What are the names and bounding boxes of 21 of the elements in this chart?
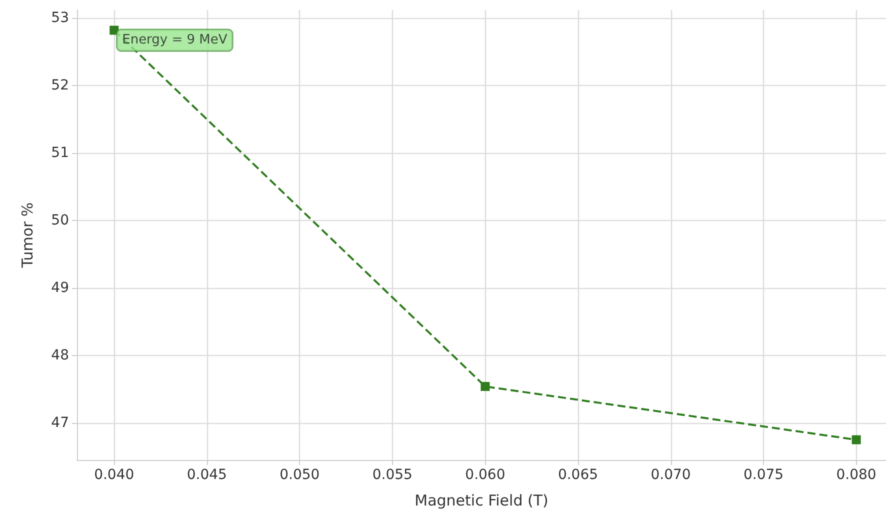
y-tick-label: 49 (51, 280, 69, 296)
x-tick-label: 0.080 (836, 467, 876, 483)
y-axis-title: Tumor % (18, 202, 36, 269)
x-tick-label: 0.040 (94, 467, 134, 483)
x-tick-label: 0.070 (650, 467, 691, 483)
x-tick-label: 0.045 (186, 467, 227, 483)
x-tick-label: 0.060 (465, 467, 506, 483)
y-tick-label: 51 (51, 145, 69, 162)
y-tick-label: 48 (51, 347, 69, 364)
y-tick-label: 50 (51, 212, 69, 228)
point (852, 435, 861, 444)
x-tick-label: 0.065 (558, 467, 598, 483)
annotation: Energy = 9 MeV (122, 32, 228, 48)
y-tick-label: 53 (51, 10, 69, 26)
point (480, 382, 490, 391)
y-tick-label: 47 (51, 414, 69, 431)
x-tick-label: 0.050 (280, 467, 320, 483)
x-axis-title: Magnetic Field (T) (414, 492, 548, 510)
x-tick-label: 0.075 (743, 467, 784, 483)
y-tick-label: 52 (51, 78, 69, 94)
x-tick-label: 0.055 (372, 467, 412, 483)
